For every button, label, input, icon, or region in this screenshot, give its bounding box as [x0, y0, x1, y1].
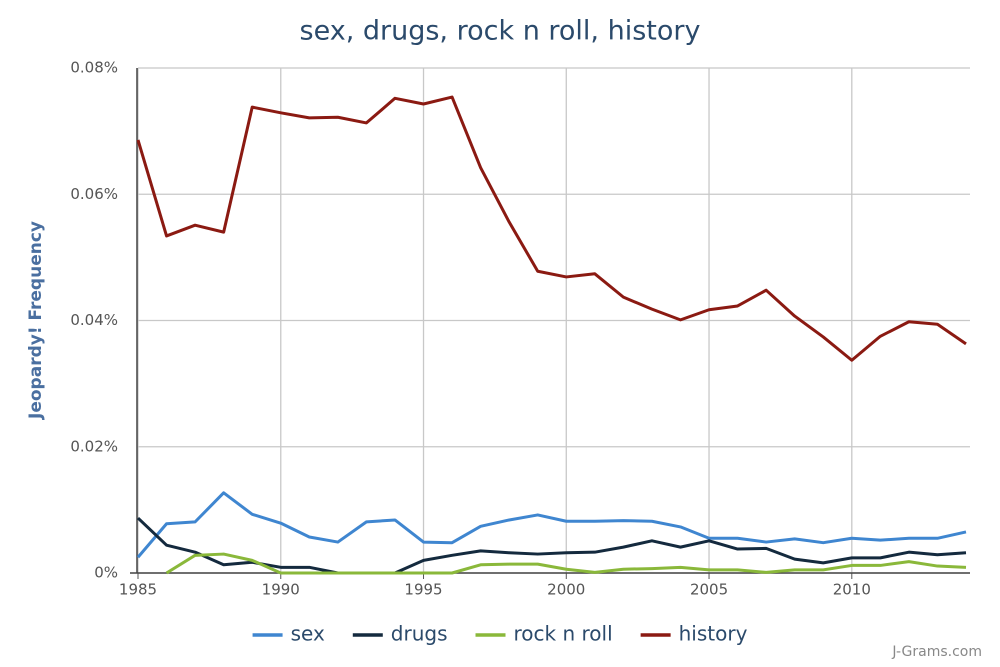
x-tick-label: 2010 [833, 581, 871, 599]
series-line [136, 516, 967, 575]
x-tick-label: 2005 [690, 581, 728, 599]
legend-label: sex [291, 622, 325, 646]
legend-label: rock n roll [514, 622, 613, 646]
y-tick-label: 0% [94, 564, 118, 582]
grid [137, 67, 970, 574]
series-line [136, 491, 967, 559]
legend-label: drugs [391, 622, 448, 646]
legend-label: history [679, 622, 748, 646]
y-tick-label: 0.02% [70, 437, 118, 455]
y-tick-label: 0.06% [70, 185, 118, 203]
source: J-Grams.com [891, 644, 982, 660]
chart-title: sex, drugs, rock n roll, history [300, 16, 701, 47]
y-tick-label: 0.04% [70, 311, 118, 329]
series-line [136, 95, 967, 362]
x-tick-label: 1995 [404, 581, 442, 599]
y-tick-label: 0.08% [70, 59, 118, 77]
y-axis-label: Jeopardy! Frequency [26, 221, 46, 420]
legend: sex drugs rock n roll history [252, 622, 748, 646]
x-tick-label: 1985 [119, 581, 157, 599]
x-tick-label: 2000 [547, 581, 585, 599]
x-tick-label: 1990 [262, 581, 300, 599]
series-line [165, 552, 967, 575]
